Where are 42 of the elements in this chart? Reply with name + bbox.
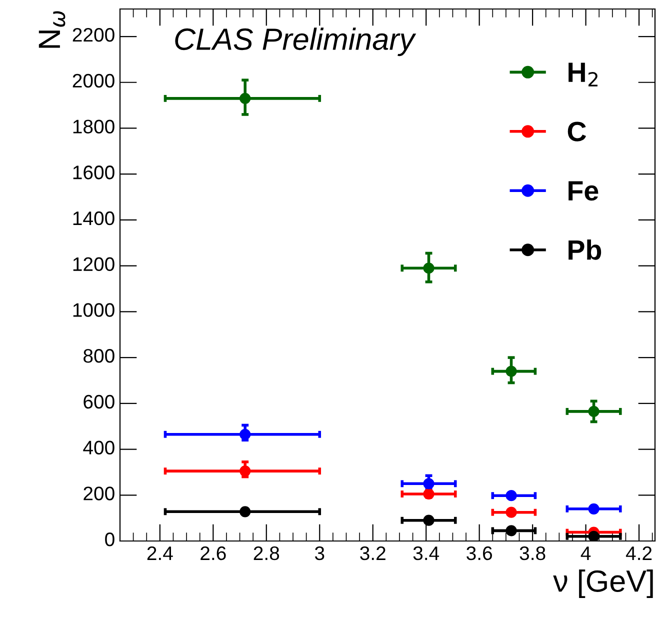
point [506, 525, 517, 536]
y-tick-label: 1000 [73, 303, 114, 317]
y-tick-label: 200 [84, 486, 114, 500]
point [240, 428, 251, 440]
point [423, 514, 434, 526]
point [423, 478, 434, 490]
point [506, 366, 517, 377]
point [506, 506, 517, 518]
x-tick-label: 4 [580, 546, 591, 560]
point [240, 92, 251, 104]
annotation: CLAS Preliminary [175, 28, 416, 56]
legend-label: Pb [568, 239, 602, 260]
y-tick-label: 2000 [72, 74, 114, 88]
x-axis-title: ν [GeV] [553, 570, 653, 598]
point [588, 406, 600, 417]
x-tick-label: 3.2 [360, 546, 386, 560]
x-tick-label: 3.4 [413, 546, 440, 560]
x-tick-label: 3 [314, 546, 324, 560]
legend-label: H$_{2}$ [568, 62, 598, 86]
y-tick-label: 2200 [72, 28, 114, 42]
point [240, 506, 251, 518]
point [588, 503, 600, 514]
x-tick-label: 2.8 [254, 546, 280, 560]
y-tick-label: 1800 [73, 120, 114, 134]
x-tick-label: 3.6 [466, 546, 492, 560]
point [423, 262, 434, 274]
y-tick-label: 0 [105, 532, 114, 546]
y-tick-label: 1600 [73, 166, 114, 180]
point [240, 466, 251, 477]
y-axis-title: N$_{ω}$ [38, 11, 66, 48]
legend-label: Fe [568, 181, 598, 201]
y-tick-label: 800 [84, 349, 114, 363]
y-tick-label: 600 [84, 394, 114, 409]
x-tick-label: 3.8 [520, 546, 546, 560]
y-tick-label: 1400 [73, 211, 114, 226]
y-tick-label: 400 [83, 440, 114, 454]
point [506, 490, 517, 502]
legend-label: C [568, 122, 586, 142]
x-tick-label: 2.6 [200, 546, 226, 560]
x-tick-label: 4.2 [626, 546, 652, 560]
x-tick-label: 2.4 [147, 546, 173, 560]
y-tick-label: 1200 [73, 257, 114, 272]
